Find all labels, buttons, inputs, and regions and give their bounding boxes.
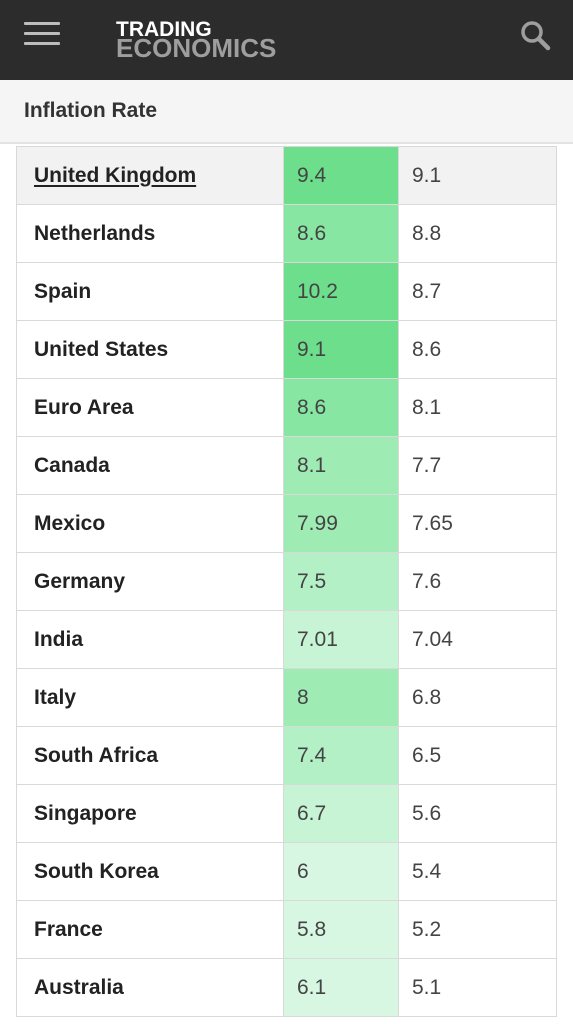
country-cell[interactable]: France [16, 900, 284, 959]
last-value-cell: 5.8 [283, 900, 399, 959]
last-value-cell: 9.4 [283, 146, 399, 205]
page-header: Inflation Rate [0, 80, 573, 144]
table-row[interactable]: United States 9.1 8.6 [16, 320, 557, 379]
previous-value-cell: 8.6 [398, 320, 557, 379]
table-row[interactable]: Netherlands 8.6 8.8 [16, 204, 557, 263]
last-value-cell: 7.99 [283, 494, 399, 553]
country-cell[interactable]: Canada [16, 436, 284, 495]
table-row[interactable]: Mexico 7.99 7.65 [16, 494, 557, 553]
last-value-cell: 8.1 [283, 436, 399, 495]
country-cell[interactable]: Australia [16, 958, 284, 1017]
last-value-cell: 8.6 [283, 378, 399, 437]
table-row[interactable]: Singapore 6.7 5.6 [16, 784, 557, 843]
logo-line-1: TRADING [116, 18, 212, 41]
table-row[interactable]: South Korea 6 5.4 [16, 842, 557, 901]
table-row[interactable]: Canada 8.1 7.7 [16, 436, 557, 495]
table-row[interactable]: France 5.8 5.2 [16, 900, 557, 959]
last-value-cell: 6 [283, 842, 399, 901]
last-value-cell: 10.2 [283, 262, 399, 321]
top-app-bar: TRADING ECONOMICS [0, 0, 573, 80]
last-value-cell: 6.1 [283, 958, 399, 1017]
previous-value-cell: 5.2 [398, 900, 557, 959]
previous-value-cell: 8.8 [398, 204, 557, 263]
country-cell[interactable]: United States [16, 320, 284, 379]
table-row[interactable]: Germany 7.5 7.6 [16, 552, 557, 611]
previous-value-cell: 7.6 [398, 552, 557, 611]
trading-economics-logo[interactable]: TRADING ECONOMICS [116, 19, 276, 61]
country-cell[interactable]: Euro Area [16, 378, 284, 437]
table-row[interactable]: Australia 6.1 5.1 [16, 958, 557, 1017]
table-row[interactable]: Italy 8 6.8 [16, 668, 557, 727]
country-cell[interactable]: Singapore [16, 784, 284, 843]
previous-value-cell: 5.4 [398, 842, 557, 901]
last-value-cell: 8 [283, 668, 399, 727]
country-cell[interactable]: India [16, 610, 284, 669]
previous-value-cell: 8.1 [398, 378, 557, 437]
country-cell[interactable]: Germany [16, 552, 284, 611]
last-value-cell: 7.5 [283, 552, 399, 611]
previous-value-cell: 5.1 [398, 958, 557, 1017]
country-cell[interactable]: South Africa [16, 726, 284, 785]
page-title: Inflation Rate [24, 99, 158, 122]
last-value-cell: 6.7 [283, 784, 399, 843]
previous-value-cell: 6.8 [398, 668, 557, 727]
previous-value-cell: 5.6 [398, 784, 557, 843]
country-cell[interactable]: South Korea [16, 842, 284, 901]
country-cell[interactable]: Netherlands [16, 204, 284, 263]
previous-value-cell: 9.1 [398, 146, 557, 205]
last-value-cell: 7.4 [283, 726, 399, 785]
country-cell[interactable]: Italy [16, 668, 284, 727]
hamburger-menu-icon[interactable] [24, 22, 60, 46]
last-value-cell: 8.6 [283, 204, 399, 263]
country-cell[interactable]: United Kingdom [16, 146, 284, 205]
country-link[interactable]: United Kingdom [34, 163, 197, 187]
previous-value-cell: 7.65 [398, 494, 557, 553]
previous-value-cell: 7.04 [398, 610, 557, 669]
table-row[interactable]: South Africa 7.4 6.5 [16, 726, 557, 785]
previous-value-cell: 6.5 [398, 726, 557, 785]
inflation-rate-table: United Kingdom 9.4 9.1 Netherlands 8.6 8.8 Spa… [16, 146, 557, 1017]
table-row[interactable]: Euro Area 8.6 8.1 [16, 378, 557, 437]
last-value-cell: 9.1 [283, 320, 399, 379]
previous-value-cell: 7.7 [398, 436, 557, 495]
last-value-cell: 7.01 [283, 610, 399, 669]
previous-value-cell: 8.7 [398, 262, 557, 321]
table-row[interactable]: India 7.01 7.04 [16, 610, 557, 669]
table-row[interactable]: United Kingdom 9.4 9.1 [16, 146, 557, 205]
inflation-table-container[interactable]: United Kingdom 9.4 9.1 Netherlands 8.6 8.8 Spa… [16, 146, 557, 1024]
country-cell[interactable]: Spain [16, 262, 284, 321]
country-cell[interactable]: Mexico [16, 494, 284, 553]
logo-line-2: ECONOMICS [116, 33, 277, 63]
table-row[interactable]: Spain 10.2 8.7 [16, 262, 557, 321]
search-icon[interactable] [518, 18, 552, 52]
